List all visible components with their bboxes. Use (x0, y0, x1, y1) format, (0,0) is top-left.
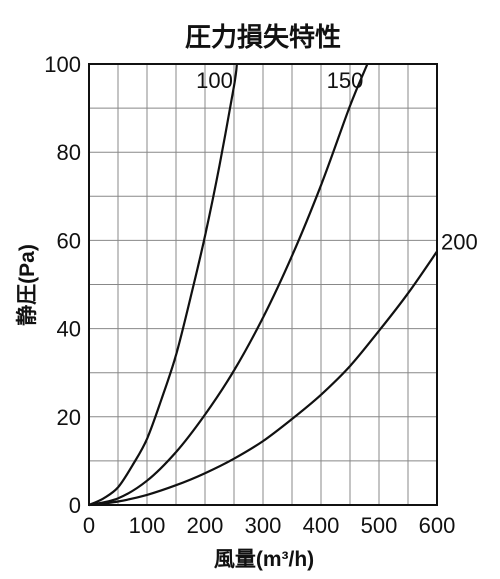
series-label-200: 200 (441, 229, 478, 254)
y-tick-label: 80 (57, 140, 81, 165)
y-axis-ticks: 0 20 40 60 80 100 (44, 52, 81, 518)
x-tick-label: 100 (129, 513, 166, 538)
y-tick-label: 100 (44, 52, 81, 77)
x-tick-label: 400 (303, 513, 340, 538)
series-line-100 (88, 63, 238, 507)
y-tick-label: 60 (57, 228, 81, 253)
y-tick-label: 40 (57, 317, 81, 342)
series-labels: 100 150 200 (196, 68, 478, 254)
x-axis-ticks: 0 100 200 300 400 500 600 (83, 513, 455, 538)
series-label-100: 100 (196, 68, 233, 93)
curves (88, 63, 438, 507)
chart-title: 圧力損失特性 (185, 22, 341, 52)
x-tick-label: 0 (83, 513, 95, 538)
y-tick-label: 0 (69, 493, 81, 518)
y-tick-label: 20 (57, 405, 81, 430)
plot-frame (88, 63, 438, 506)
x-axis-label: 風量(m³/h) (214, 548, 314, 571)
series-line-150 (88, 63, 369, 507)
x-tick-label: 300 (245, 513, 282, 538)
grid (89, 64, 437, 505)
x-tick-label: 200 (187, 513, 224, 538)
x-tick-label: 500 (361, 513, 398, 538)
x-tick-label: 600 (419, 513, 456, 538)
series-line-200 (88, 250, 438, 507)
y-axis-label: 静圧(Pa) (15, 244, 39, 326)
series-label-150: 150 (327, 68, 364, 93)
